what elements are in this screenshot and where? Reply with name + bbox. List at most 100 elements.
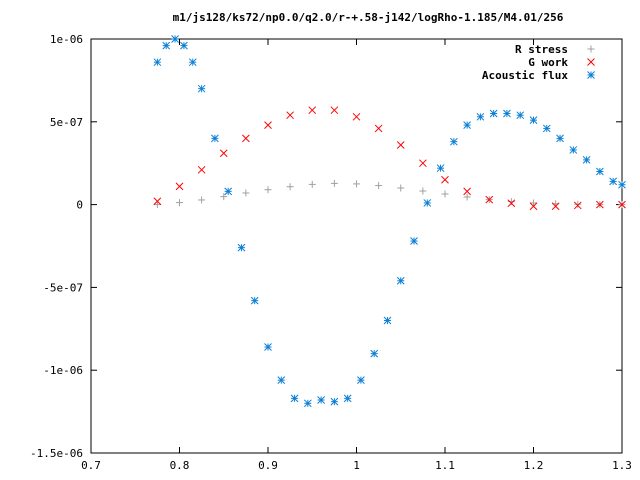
data-point-acoustic-flux <box>489 109 498 118</box>
data-point-acoustic-flux <box>290 394 299 403</box>
y-tick-label: -5e-07 <box>43 281 83 294</box>
y-tick-label: 1e-06 <box>50 33 83 46</box>
data-point-acoustic-flux <box>370 349 379 358</box>
data-point-r-stress <box>198 196 206 204</box>
data-point-acoustic-flux <box>188 58 197 67</box>
data-point-r-stress <box>242 189 250 197</box>
x-tick-label: 0.7 <box>81 459 101 472</box>
data-point-acoustic-flux <box>277 376 286 384</box>
data-point-r-stress <box>220 193 228 201</box>
data-point-r-stress <box>441 190 449 198</box>
x-tick-label: 0.9 <box>258 459 278 472</box>
data-point-acoustic-flux <box>224 187 233 196</box>
data-point-r-stress <box>308 180 316 188</box>
data-point-r-stress <box>530 199 537 207</box>
data-point-acoustic-flux <box>237 243 246 252</box>
x-tick-label: 1.3 <box>612 459 632 472</box>
data-point-acoustic-flux <box>343 394 352 403</box>
data-point-acoustic-flux <box>569 146 578 154</box>
chart-title: m1/js128/ks72/np0.0/q2.0/r-+.58-j142/log… <box>173 11 564 24</box>
y-tick-label: -1.5e-06 <box>30 447 83 460</box>
data-point-g-work <box>596 200 604 209</box>
data-point-acoustic-flux <box>180 41 188 50</box>
data-point-g-work <box>396 141 405 149</box>
data-point-g-work <box>507 199 516 208</box>
data-point-acoustic-flux <box>516 111 525 120</box>
data-point-g-work <box>441 175 449 184</box>
data-point-acoustic-flux <box>609 177 618 186</box>
data-point-r-stress <box>574 200 582 208</box>
x-tick-label: 1.2 <box>524 459 544 472</box>
data-point-acoustic-flux <box>503 109 511 118</box>
data-point-acoustic-flux <box>303 399 312 408</box>
data-point-r-stress <box>507 198 515 206</box>
data-point-acoustic-flux <box>476 112 485 121</box>
data-point-g-work <box>485 195 494 204</box>
data-point-g-work <box>242 134 250 143</box>
data-point-g-work <box>308 106 317 115</box>
data-point-g-work <box>153 197 162 206</box>
data-point-acoustic-flux <box>162 41 171 50</box>
data-point-acoustic-flux <box>153 58 162 67</box>
data-point-acoustic-flux <box>357 376 365 384</box>
data-point-acoustic-flux <box>410 237 418 245</box>
data-point-r-stress <box>330 179 338 187</box>
data-point-acoustic-flux <box>423 199 432 207</box>
data-point-g-work <box>219 149 228 158</box>
data-point-acoustic-flux <box>264 343 272 351</box>
y-tick-label: -1e-06 <box>43 364 83 377</box>
y-tick-label: 0 <box>76 199 83 212</box>
data-point-acoustic-flux <box>250 296 259 305</box>
legend-label: Acoustic flux <box>482 69 568 82</box>
data-point-acoustic-flux <box>171 35 179 43</box>
x-tick-label: 1.1 <box>435 459 455 472</box>
data-point-g-work <box>419 159 427 168</box>
data-point-acoustic-flux <box>197 84 206 93</box>
axes: 0.7 0.8 0.9 1 1.1 1.2 1.3 1e-06 5e-07 0 -5e-07 -1e-… <box>30 33 632 472</box>
data-point-r-stress <box>153 201 161 209</box>
data-point-acoustic-flux <box>330 397 339 406</box>
data-point-g-work <box>529 202 538 211</box>
legend-marker <box>587 71 595 79</box>
x-tick-label: 0.8 <box>170 459 190 472</box>
data-point-g-work <box>264 121 272 129</box>
data-point-acoustic-flux <box>317 396 325 404</box>
data-point-g-work <box>352 112 361 121</box>
data-point-r-stress <box>397 184 405 192</box>
data-point-acoustic-flux <box>556 134 564 143</box>
data-point-g-work <box>573 201 582 210</box>
data-point-r-stress <box>264 186 272 194</box>
data-point-acoustic-flux <box>383 316 392 325</box>
legend-marker <box>587 45 595 53</box>
data-point-acoustic-flux <box>596 167 604 176</box>
data-point-g-work <box>197 165 206 174</box>
data-point-r-stress <box>353 180 360 188</box>
data-point-acoustic-flux <box>396 276 405 285</box>
data-point-g-work <box>286 111 294 120</box>
legend-label: G work <box>528 56 568 69</box>
data-point-g-work <box>330 106 339 115</box>
x-tick-label: 1 <box>353 459 360 472</box>
data-point-g-work <box>175 182 184 191</box>
data-point-r-stress <box>286 183 294 191</box>
data-point-acoustic-flux <box>529 116 538 124</box>
data-point-acoustic-flux <box>436 164 445 173</box>
data-point-acoustic-flux <box>618 180 626 189</box>
plot-frame <box>90 38 623 454</box>
data-point-r-stress <box>176 199 183 207</box>
data-point-acoustic-flux <box>463 121 471 129</box>
data-point-r-stress <box>463 193 471 201</box>
series-acoustic-flux <box>153 35 626 408</box>
data-point-g-work <box>463 187 471 196</box>
data-point-acoustic-flux <box>449 137 458 146</box>
data-point-g-work <box>551 202 560 211</box>
data-point-g-work <box>618 200 626 209</box>
legend-marker <box>587 58 595 66</box>
data-point-g-work <box>374 124 383 133</box>
series-layer <box>153 35 626 408</box>
series-g-work <box>153 106 626 211</box>
y-tick-label: 5e-07 <box>50 116 83 129</box>
data-point-acoustic-flux <box>542 124 551 133</box>
